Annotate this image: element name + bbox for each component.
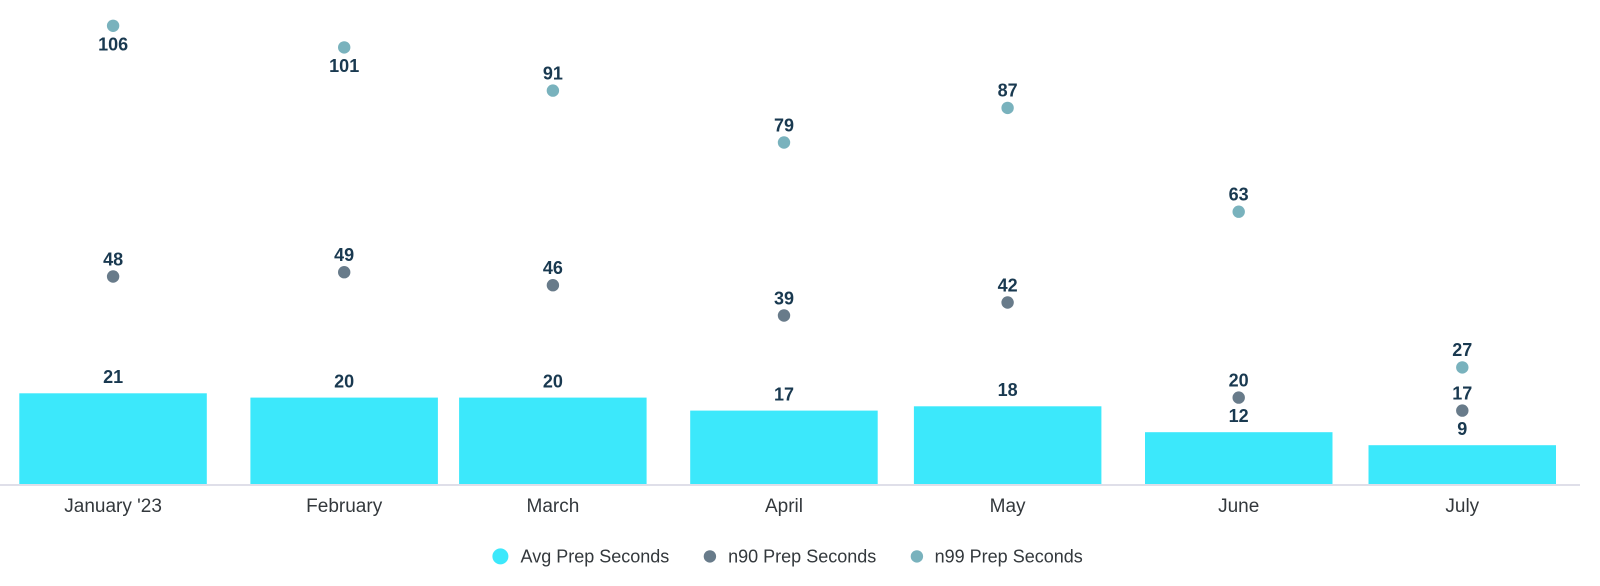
svg-text:21: 21 (103, 367, 123, 387)
svg-text:46: 46 (543, 258, 563, 278)
svg-text:63: 63 (1229, 185, 1249, 205)
svg-text:Avg Prep Seconds: Avg Prep Seconds (521, 546, 670, 566)
svg-text:87: 87 (998, 81, 1018, 101)
svg-text:18: 18 (998, 380, 1018, 400)
svg-text:March: March (527, 496, 580, 517)
svg-text:July: July (1445, 496, 1479, 517)
svg-text:20: 20 (1229, 370, 1249, 390)
svg-text:91: 91 (543, 63, 563, 83)
svg-text:27: 27 (1452, 340, 1472, 360)
svg-text:June: June (1218, 496, 1259, 517)
svg-text:42: 42 (998, 275, 1018, 295)
svg-text:17: 17 (1452, 383, 1472, 403)
svg-text:January '23: January '23 (64, 496, 162, 517)
svg-text:48: 48 (103, 249, 123, 269)
svg-text:49: 49 (334, 245, 354, 265)
svg-text:n90 Prep Seconds: n90 Prep Seconds (728, 546, 876, 566)
svg-text:12: 12 (1229, 406, 1249, 426)
svg-text:April: April (765, 496, 803, 517)
svg-text:101: 101 (329, 56, 359, 76)
svg-text:May: May (990, 496, 1026, 517)
svg-text:20: 20 (334, 371, 354, 391)
svg-text:106: 106 (98, 34, 128, 54)
svg-text:17: 17 (774, 384, 794, 404)
svg-text:n99 Prep Seconds: n99 Prep Seconds (935, 546, 1083, 566)
svg-text:39: 39 (774, 288, 794, 308)
svg-text:9: 9 (1457, 419, 1467, 439)
svg-text:79: 79 (774, 115, 794, 135)
svg-text:February: February (306, 496, 383, 517)
svg-text:20: 20 (543, 371, 563, 391)
